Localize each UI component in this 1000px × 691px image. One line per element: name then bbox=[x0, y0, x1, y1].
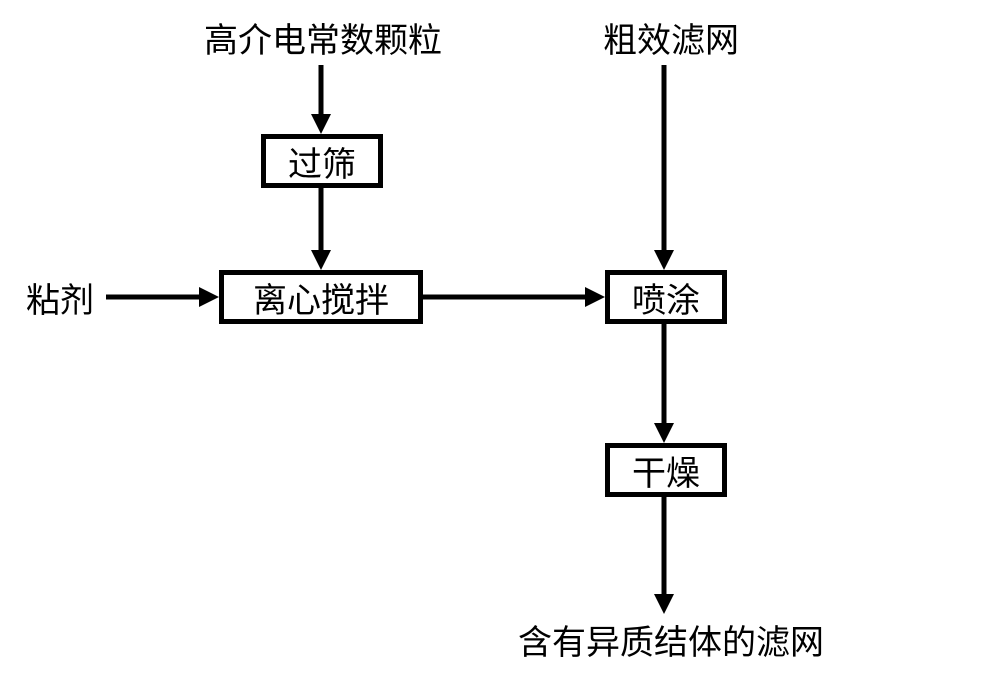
node-label: 粘剂 bbox=[26, 273, 94, 322]
node-dry: 干燥 bbox=[605, 443, 727, 497]
node-input-filter: 粗效滤网 bbox=[591, 16, 751, 58]
node-output: 含有异质结体的滤网 bbox=[501, 618, 841, 660]
node-sieve: 过筛 bbox=[261, 134, 383, 188]
node-label: 过筛 bbox=[288, 137, 356, 186]
edges-layer bbox=[0, 0, 1000, 691]
node-label: 高介电常数颗粒 bbox=[204, 13, 442, 62]
node-spray: 喷涂 bbox=[605, 270, 727, 324]
node-label: 干燥 bbox=[632, 446, 700, 495]
node-label: 含有异质结体的滤网 bbox=[518, 615, 824, 664]
node-centrifugal-mix: 离心搅拌 bbox=[219, 270, 423, 324]
node-label: 粗效滤网 bbox=[603, 13, 739, 62]
node-input-binder: 粘剂 bbox=[15, 276, 105, 318]
node-label: 喷涂 bbox=[632, 273, 700, 322]
node-label: 离心搅拌 bbox=[253, 273, 389, 322]
node-input-particles: 高介电常数颗粒 bbox=[193, 16, 453, 58]
flowchart-canvas: 高介电常数颗粒 粗效滤网 过筛 粘剂 离心搅拌 喷涂 干燥 含有异质结体的滤网 bbox=[0, 0, 1000, 691]
